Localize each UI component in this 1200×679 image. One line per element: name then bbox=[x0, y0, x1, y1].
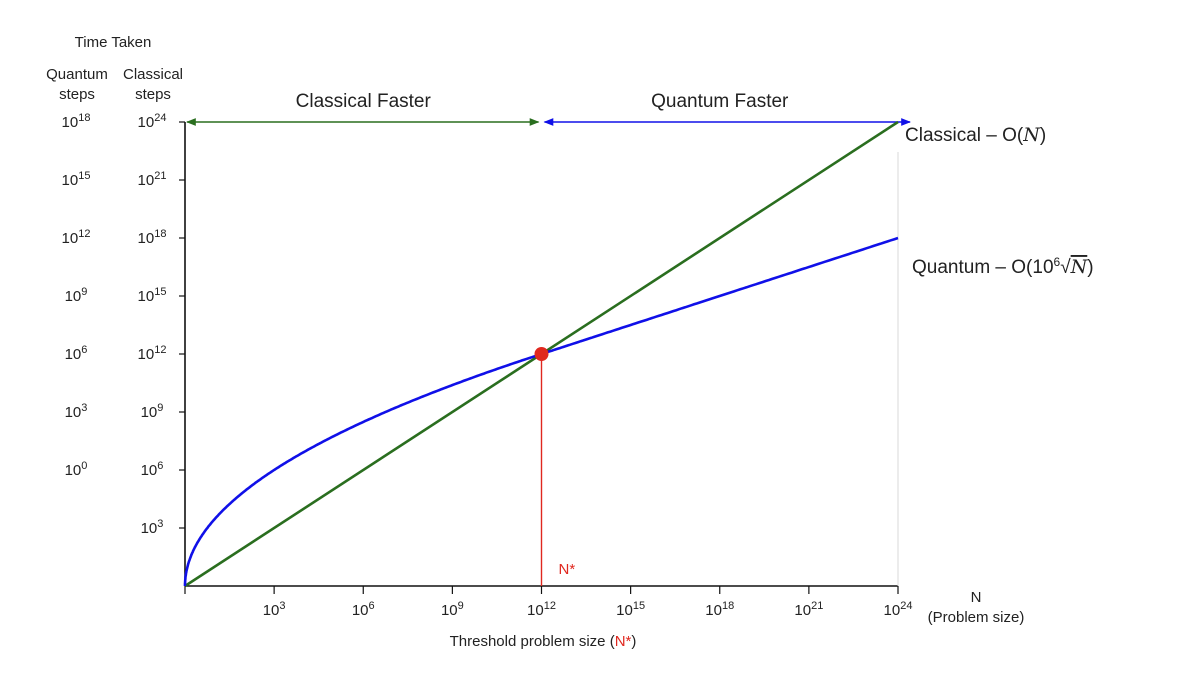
classical-tick-label: 103 bbox=[141, 518, 164, 537]
crossover-point bbox=[534, 347, 549, 361]
quantum-tick-label: 103 bbox=[65, 402, 88, 421]
x-tick-label: 1021 bbox=[794, 600, 823, 619]
y-axis-title: Time Taken bbox=[75, 34, 152, 51]
classical-tick-label: 106 bbox=[141, 460, 164, 479]
quantum-tick-label: 109 bbox=[65, 286, 88, 305]
classical-column-header: steps bbox=[135, 86, 171, 103]
quantum-curve bbox=[183, 236, 899, 586]
classical-tick-label: 1012 bbox=[138, 344, 167, 363]
x-tick-label: 109 bbox=[441, 600, 464, 619]
crossover-label: N* bbox=[559, 561, 576, 578]
quantum-tick-label: 100 bbox=[65, 460, 88, 479]
classical-tick-label: 1015 bbox=[138, 286, 167, 305]
x-axis-label: N bbox=[971, 589, 982, 606]
x-tick-label: 1024 bbox=[884, 600, 913, 619]
quantum-tick-label: 1012 bbox=[62, 228, 91, 247]
axes bbox=[179, 121, 899, 594]
x-tick-label: 106 bbox=[352, 600, 375, 619]
quantum-tick-label: 1018 bbox=[62, 112, 91, 131]
threshold-label: Threshold problem size (N*) bbox=[450, 633, 637, 650]
classical-column-header: Classical bbox=[123, 66, 183, 83]
x-tick-label: 1018 bbox=[705, 600, 734, 619]
quantum-column-header: Quantum bbox=[46, 66, 108, 83]
classical-tick-label: 1021 bbox=[138, 170, 167, 189]
classical-tick-label: 1024 bbox=[138, 112, 167, 131]
chart-labels: 103 106 109 1012 1015 1018 1021 1024 1024 1021 101… bbox=[46, 34, 1093, 650]
region-label: Quantum Faster bbox=[651, 91, 789, 112]
x-tick-label: 103 bbox=[263, 600, 286, 619]
classical-tick-label: 109 bbox=[141, 402, 164, 421]
quantum-tick-label: 1015 bbox=[62, 170, 91, 189]
quantum-series-label: Quantum – O(106√N) bbox=[912, 255, 1094, 278]
region-label: Classical Faster bbox=[296, 91, 432, 112]
quantum-tick-label: 106 bbox=[65, 344, 88, 363]
quantum-column-header: steps bbox=[59, 86, 95, 103]
classical-tick-label: 1018 bbox=[138, 228, 167, 247]
x-tick-label: 1015 bbox=[616, 600, 645, 619]
x-axis-label: (Problem size) bbox=[928, 609, 1025, 626]
classical-series-label: Classical – O(N) bbox=[905, 124, 1046, 146]
series-lines bbox=[183, 120, 899, 588]
x-tick-label: 1012 bbox=[527, 600, 556, 619]
